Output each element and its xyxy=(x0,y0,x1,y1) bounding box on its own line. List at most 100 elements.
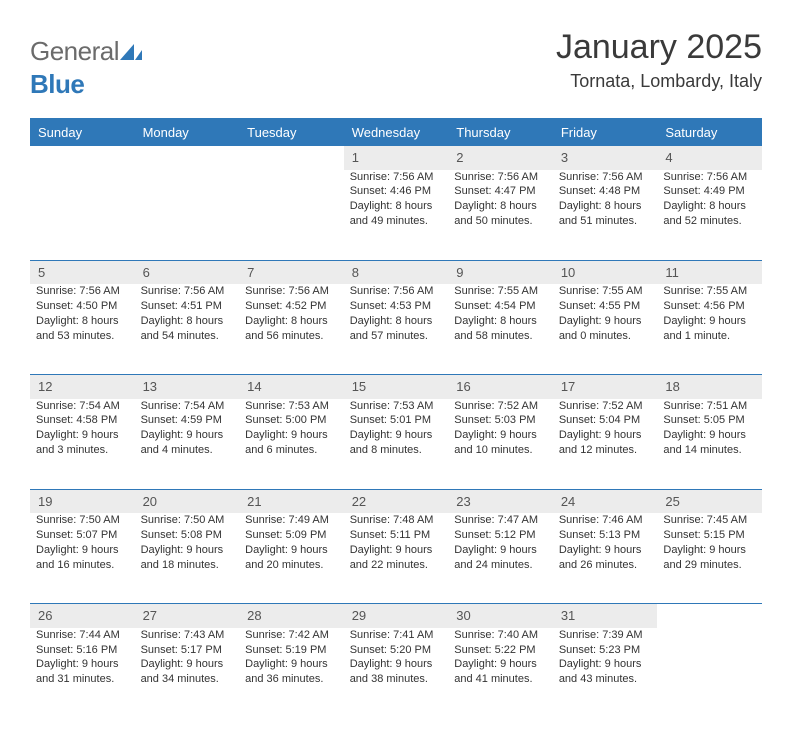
day-number-cell: 24 xyxy=(553,489,658,513)
sunrise-line: Sunrise: 7:44 AM xyxy=(36,628,129,643)
day-cell: Sunrise: 7:54 AMSunset: 4:59 PMDaylight:… xyxy=(135,399,240,490)
day-content-row: Sunrise: 7:54 AMSunset: 4:58 PMDaylight:… xyxy=(30,399,762,490)
calendar-table: SundayMondayTuesdayWednesdayThursdayFrid… xyxy=(30,120,762,718)
daylight-line-1: Daylight: 8 hours xyxy=(141,314,234,329)
day-number-cell: 2 xyxy=(448,146,553,170)
day-cell: Sunrise: 7:53 AMSunset: 5:01 PMDaylight:… xyxy=(344,399,449,490)
sunset-line: Sunset: 5:16 PM xyxy=(36,643,129,658)
sunrise-line: Sunrise: 7:56 AM xyxy=(245,284,338,299)
sunrise-line: Sunrise: 7:46 AM xyxy=(559,513,652,528)
daylight-line-2: and 54 minutes. xyxy=(141,329,234,344)
sunrise-line: Sunrise: 7:54 AM xyxy=(36,399,129,414)
weekday-header: Friday xyxy=(553,120,658,146)
daylight-line-2: and 31 minutes. xyxy=(36,672,129,687)
sunrise-line: Sunrise: 7:52 AM xyxy=(559,399,652,414)
daylight-line-1: Daylight: 8 hours xyxy=(559,199,652,214)
day-number-row: 262728293031 xyxy=(30,604,762,628)
day-number-row: 12131415161718 xyxy=(30,375,762,399)
daylight-line-1: Daylight: 8 hours xyxy=(454,199,547,214)
day-number-cell: 7 xyxy=(239,260,344,284)
day-cell: Sunrise: 7:56 AMSunset: 4:53 PMDaylight:… xyxy=(344,284,449,375)
daylight-line-1: Daylight: 9 hours xyxy=(663,314,756,329)
daylight-line-1: Daylight: 9 hours xyxy=(141,657,234,672)
header: General Blue January 2025 Tornata, Lomba… xyxy=(30,28,762,100)
sunset-line: Sunset: 5:07 PM xyxy=(36,528,129,543)
sunrise-line: Sunrise: 7:41 AM xyxy=(350,628,443,643)
sunset-line: Sunset: 5:20 PM xyxy=(350,643,443,658)
day-cell: Sunrise: 7:56 AMSunset: 4:48 PMDaylight:… xyxy=(553,170,658,261)
day-number-cell xyxy=(30,146,135,170)
sunset-line: Sunset: 4:47 PM xyxy=(454,184,547,199)
sunset-line: Sunset: 4:54 PM xyxy=(454,299,547,314)
daylight-line-2: and 29 minutes. xyxy=(663,558,756,573)
sunset-line: Sunset: 4:46 PM xyxy=(350,184,443,199)
sunset-line: Sunset: 4:49 PM xyxy=(663,184,756,199)
daylight-line-1: Daylight: 9 hours xyxy=(350,428,443,443)
weekday-header: Monday xyxy=(135,120,240,146)
sunset-line: Sunset: 4:55 PM xyxy=(559,299,652,314)
day-number-cell xyxy=(657,604,762,628)
sunset-line: Sunset: 4:50 PM xyxy=(36,299,129,314)
weekday-header: Tuesday xyxy=(239,120,344,146)
day-cell: Sunrise: 7:40 AMSunset: 5:22 PMDaylight:… xyxy=(448,628,553,718)
day-number-cell: 11 xyxy=(657,260,762,284)
weekday-header-row: SundayMondayTuesdayWednesdayThursdayFrid… xyxy=(30,120,762,146)
day-number-cell: 3 xyxy=(553,146,658,170)
daylight-line-1: Daylight: 9 hours xyxy=(454,543,547,558)
day-number-cell: 27 xyxy=(135,604,240,628)
day-number-cell: 5 xyxy=(30,260,135,284)
day-number-row: 1234 xyxy=(30,146,762,170)
daylight-line-2: and 57 minutes. xyxy=(350,329,443,344)
daylight-line-1: Daylight: 9 hours xyxy=(245,428,338,443)
sunrise-line: Sunrise: 7:54 AM xyxy=(141,399,234,414)
day-cell xyxy=(657,628,762,718)
daylight-line-1: Daylight: 9 hours xyxy=(559,657,652,672)
day-cell: Sunrise: 7:52 AMSunset: 5:04 PMDaylight:… xyxy=(553,399,658,490)
day-cell: Sunrise: 7:52 AMSunset: 5:03 PMDaylight:… xyxy=(448,399,553,490)
sunrise-line: Sunrise: 7:51 AM xyxy=(663,399,756,414)
daylight-line-2: and 36 minutes. xyxy=(245,672,338,687)
daylight-line-2: and 58 minutes. xyxy=(454,329,547,344)
sunrise-line: Sunrise: 7:56 AM xyxy=(350,284,443,299)
weekday-header: Thursday xyxy=(448,120,553,146)
daylight-line-1: Daylight: 9 hours xyxy=(245,657,338,672)
day-cell: Sunrise: 7:43 AMSunset: 5:17 PMDaylight:… xyxy=(135,628,240,718)
daylight-line-1: Daylight: 8 hours xyxy=(245,314,338,329)
sunrise-line: Sunrise: 7:49 AM xyxy=(245,513,338,528)
daylight-line-1: Daylight: 8 hours xyxy=(663,199,756,214)
sunrise-line: Sunrise: 7:56 AM xyxy=(350,170,443,185)
day-cell: Sunrise: 7:42 AMSunset: 5:19 PMDaylight:… xyxy=(239,628,344,718)
sunset-line: Sunset: 5:05 PM xyxy=(663,413,756,428)
sunset-line: Sunset: 4:59 PM xyxy=(141,413,234,428)
day-number-cell: 26 xyxy=(30,604,135,628)
day-number-cell: 15 xyxy=(344,375,449,399)
sunrise-line: Sunrise: 7:56 AM xyxy=(36,284,129,299)
weekday-header: Sunday xyxy=(30,120,135,146)
daylight-line-2: and 24 minutes. xyxy=(454,558,547,573)
day-number-cell: 10 xyxy=(553,260,658,284)
weekday-header: Wednesday xyxy=(344,120,449,146)
daylight-line-2: and 16 minutes. xyxy=(36,558,129,573)
daylight-line-2: and 56 minutes. xyxy=(245,329,338,344)
month-title: January 2025 xyxy=(556,28,762,67)
day-number-row: 567891011 xyxy=(30,260,762,284)
day-number-cell: 31 xyxy=(553,604,658,628)
daylight-line-1: Daylight: 9 hours xyxy=(350,543,443,558)
day-number-cell: 4 xyxy=(657,146,762,170)
daylight-line-1: Daylight: 9 hours xyxy=(141,428,234,443)
day-number-cell: 8 xyxy=(344,260,449,284)
day-cell: Sunrise: 7:47 AMSunset: 5:12 PMDaylight:… xyxy=(448,513,553,604)
daylight-line-2: and 12 minutes. xyxy=(559,443,652,458)
daylight-line-2: and 34 minutes. xyxy=(141,672,234,687)
day-number-cell: 16 xyxy=(448,375,553,399)
daylight-line-2: and 1 minute. xyxy=(663,329,756,344)
daylight-line-2: and 3 minutes. xyxy=(36,443,129,458)
day-cell: Sunrise: 7:55 AMSunset: 4:54 PMDaylight:… xyxy=(448,284,553,375)
sunrise-line: Sunrise: 7:42 AM xyxy=(245,628,338,643)
day-number-cell: 13 xyxy=(135,375,240,399)
daylight-line-2: and 8 minutes. xyxy=(350,443,443,458)
logo-word-general: General xyxy=(30,36,119,66)
sunset-line: Sunset: 5:11 PM xyxy=(350,528,443,543)
day-cell: Sunrise: 7:53 AMSunset: 5:00 PMDaylight:… xyxy=(239,399,344,490)
day-number-cell: 6 xyxy=(135,260,240,284)
